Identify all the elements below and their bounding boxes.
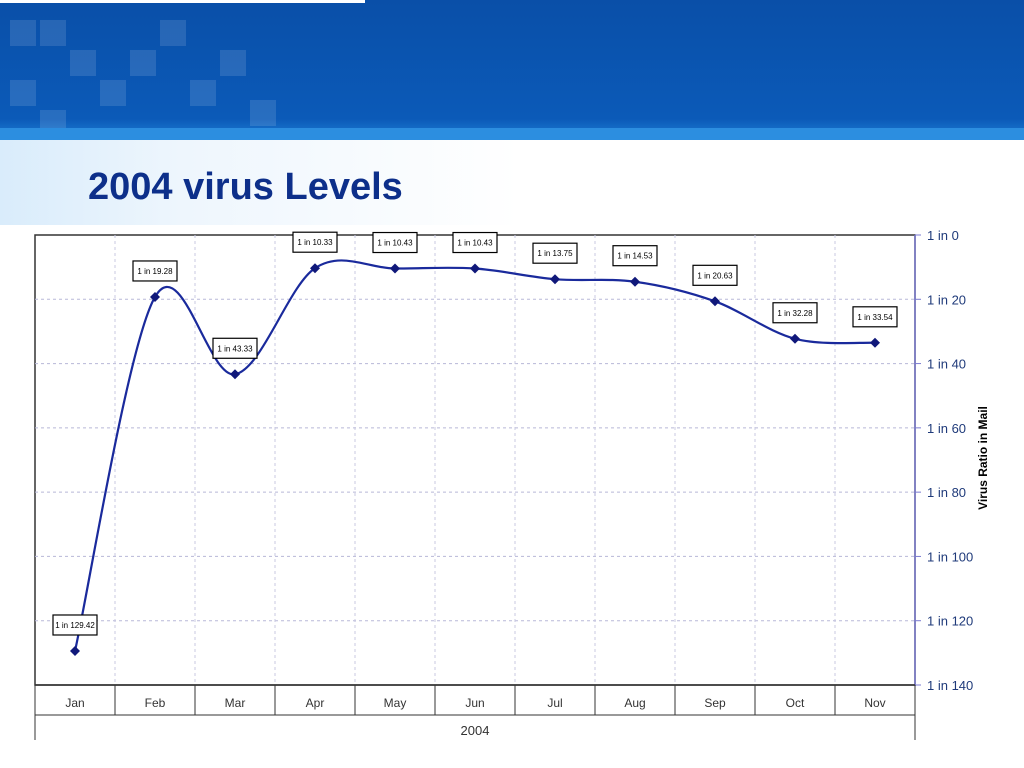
y-tick-label: 1 in 0 bbox=[927, 228, 959, 243]
title-background-fade bbox=[0, 140, 520, 225]
data-point-marker bbox=[630, 276, 640, 287]
data-label-box bbox=[692, 264, 738, 286]
data-point-marker bbox=[150, 291, 160, 302]
x-tick-label: May bbox=[384, 696, 407, 710]
slide-title: 2004 virus Levels bbox=[88, 166, 403, 208]
data-label-box bbox=[772, 302, 818, 324]
header-stripe bbox=[0, 128, 1024, 140]
data-point-marker bbox=[470, 263, 480, 274]
data-label: 1 in 10.33 bbox=[292, 231, 338, 253]
data-label-text: 1 in 10.33 bbox=[297, 238, 333, 247]
data-labels: 1 in 129.42 1 in 19.28 1 in 43.33 1 in 10.3… bbox=[52, 231, 898, 636]
y-tick-label: 1 in 20 bbox=[927, 292, 966, 307]
data-label-text: 1 in 43.33 bbox=[217, 344, 253, 353]
data-label-text: 1 in 20.63 bbox=[697, 271, 733, 280]
x-tick-label: Jul bbox=[547, 696, 562, 710]
data-label: 1 in 43.33 bbox=[212, 337, 258, 359]
data-point-marker bbox=[790, 333, 800, 344]
data-label-box bbox=[132, 260, 178, 282]
data-label-box bbox=[532, 242, 578, 264]
data-label-box bbox=[212, 337, 258, 359]
x-tick-label: Oct bbox=[786, 696, 805, 710]
data-point-marker bbox=[70, 645, 80, 656]
data-label-text: 1 in 33.54 bbox=[857, 313, 893, 322]
data-label-text: 1 in 32.28 bbox=[777, 309, 813, 318]
data-points bbox=[70, 263, 880, 656]
y-tick-label: 1 in 80 bbox=[927, 485, 966, 500]
data-label: 1 in 20.63 bbox=[692, 264, 738, 286]
data-point-marker bbox=[390, 263, 400, 274]
data-label-text: 1 in 19.28 bbox=[137, 267, 173, 276]
data-label-box bbox=[292, 231, 338, 253]
data-label-box bbox=[52, 614, 98, 636]
data-label-text: 1 in 10.43 bbox=[377, 239, 413, 248]
decorative-tiles bbox=[0, 0, 400, 220]
data-label: 1 in 19.28 bbox=[132, 260, 178, 282]
data-label: 1 in 10.43 bbox=[372, 231, 418, 254]
data-label: 1 in 32.28 bbox=[772, 302, 818, 324]
data-point-marker bbox=[870, 337, 880, 348]
data-label: 1 in 13.75 bbox=[532, 242, 578, 264]
data-label-box bbox=[612, 245, 658, 267]
data-label: 1 in 14.53 bbox=[612, 245, 658, 267]
data-label-box bbox=[452, 231, 498, 254]
data-point-marker bbox=[230, 369, 240, 380]
x-tick-label: Jun bbox=[465, 696, 484, 710]
data-label-text: 1 in 14.53 bbox=[617, 252, 653, 261]
data-label-text: 1 in 129.42 bbox=[55, 621, 95, 630]
y-tick-label: 1 in 140 bbox=[927, 678, 973, 693]
x-axis-label: 2004 bbox=[461, 723, 490, 738]
y-tick-label: 1 in 120 bbox=[927, 614, 973, 629]
header-accent-line bbox=[0, 0, 365, 3]
plot-area-frame bbox=[34, 234, 916, 686]
x-tick-label: Feb bbox=[145, 696, 166, 710]
grid-lines bbox=[35, 235, 915, 685]
y-tick-label: 1 in 40 bbox=[927, 357, 966, 372]
x-axis: Jan Feb Mar Apr May Jun Jul Aug Sep Oct Nov bbox=[34, 684, 916, 740]
x-tick-label: Mar bbox=[225, 696, 246, 710]
y-tick-label: 1 in 60 bbox=[927, 421, 966, 436]
data-label-text: 1 in 10.43 bbox=[457, 239, 493, 248]
data-point-marker bbox=[710, 296, 720, 307]
y-axis-label: Virus Ratio in Mail bbox=[976, 406, 990, 510]
data-label: 1 in 10.43 bbox=[452, 231, 498, 254]
data-point-marker bbox=[550, 274, 560, 285]
data-label: 1 in 33.54 bbox=[852, 306, 898, 328]
y-tick-label: 1 in 100 bbox=[927, 549, 973, 564]
data-label-box bbox=[852, 306, 898, 328]
y-axis-ticks: 1 in 0 1 in 20 1 in 40 1 in 60 1 in 80 1 in 1… bbox=[915, 228, 973, 693]
data-label-text: 1 in 13.75 bbox=[537, 249, 573, 258]
x-tick-label: Aug bbox=[624, 696, 645, 710]
data-point-marker bbox=[310, 263, 320, 274]
data-label: 1 in 129.42 bbox=[52, 614, 98, 636]
data-label-box bbox=[372, 231, 418, 254]
header-banner bbox=[0, 0, 1024, 140]
x-tick-label: Jan bbox=[65, 696, 84, 710]
x-tick-label: Nov bbox=[864, 696, 885, 710]
x-tick-label: Sep bbox=[704, 696, 726, 710]
x-tick-label: Apr bbox=[306, 696, 325, 710]
